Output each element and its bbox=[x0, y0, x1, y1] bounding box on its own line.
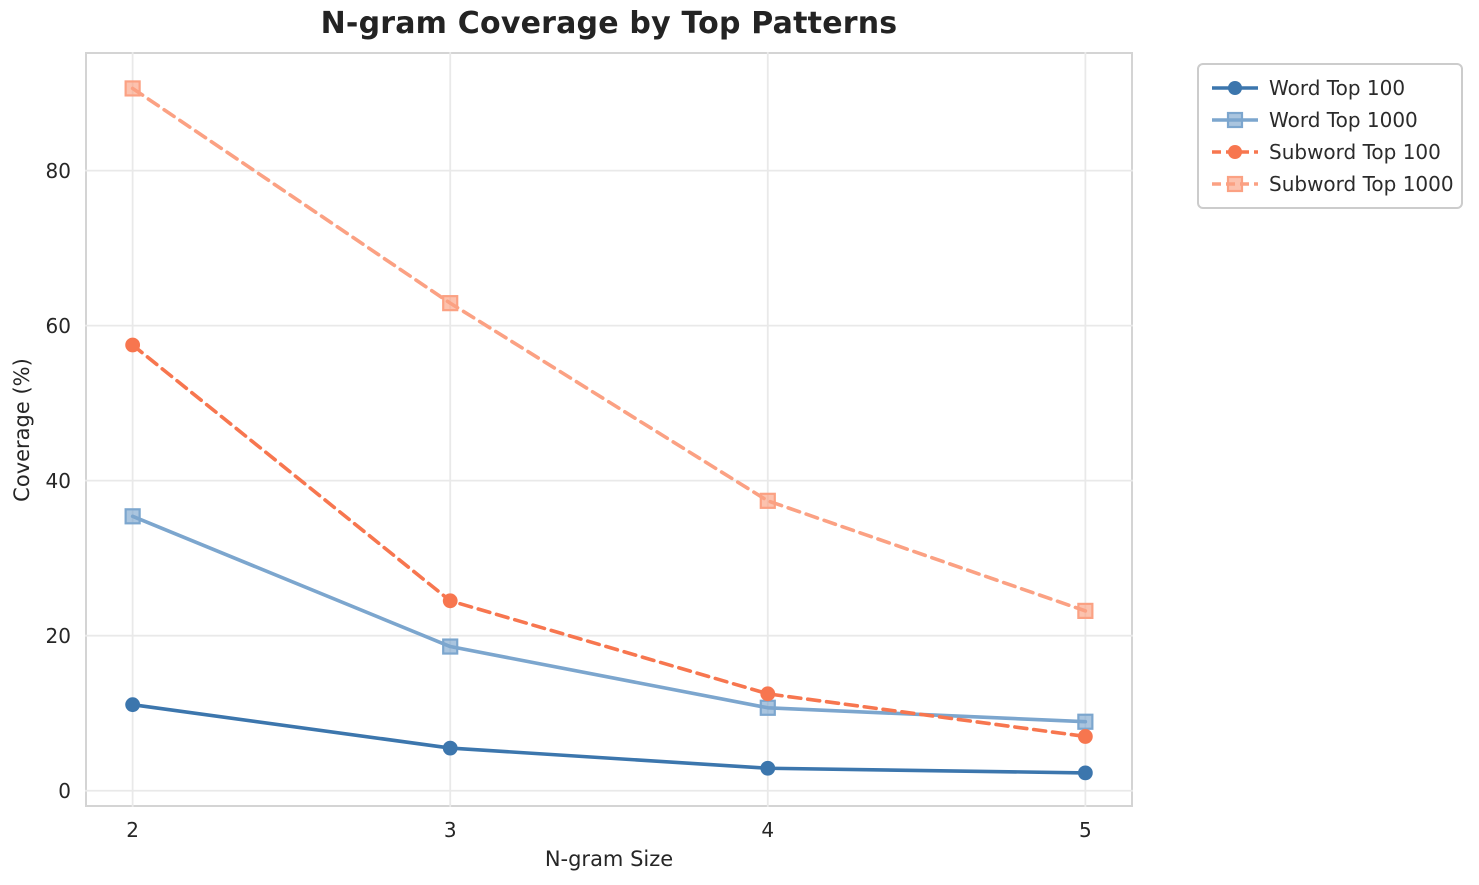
legend-sample-subword-top-100 bbox=[1212, 145, 1258, 159]
series-line-subword-top-100 bbox=[130, 343, 1088, 739]
x-tick-label: 4 bbox=[761, 818, 775, 842]
y-tick-label: 40 bbox=[45, 468, 71, 493]
chart-canvas bbox=[85, 52, 1133, 807]
legend-item-word-top-100: Word Top 100 bbox=[1211, 76, 1447, 100]
series-line-subword-top-1000 bbox=[130, 86, 1088, 613]
legend-label-word-top-1000: Word Top 1000 bbox=[1269, 108, 1418, 132]
plot-area bbox=[85, 52, 1133, 807]
circle-marker-icon bbox=[1228, 81, 1242, 95]
legend-sample-word-top-1000 bbox=[1212, 111, 1258, 129]
chart-title: N-gram Coverage by Top Patterns bbox=[320, 6, 898, 41]
marker-word-top-100 bbox=[442, 740, 458, 756]
marker-word-top-1000 bbox=[759, 699, 776, 716]
marker-subword-top-1000 bbox=[759, 492, 776, 509]
series-line-word-top-100 bbox=[130, 702, 1088, 775]
square-marker-icon bbox=[1226, 175, 1244, 193]
y-tick-label: 0 bbox=[58, 778, 71, 803]
marker-subword-top-100 bbox=[760, 686, 776, 702]
legend: Word Top 100 Word Top 1000 Subword Top 100… bbox=[1197, 63, 1463, 209]
y-tick-label: 80 bbox=[45, 158, 71, 183]
marker-word-top-100 bbox=[125, 697, 141, 713]
square-marker-icon bbox=[1226, 111, 1244, 129]
x-tick-label: 5 bbox=[1078, 818, 1092, 842]
series-line-word-top-1000 bbox=[130, 514, 1088, 724]
marker-subword-top-100 bbox=[1077, 729, 1093, 744]
x-tick-label: 2 bbox=[126, 818, 139, 842]
y-tick-label: 20 bbox=[45, 623, 71, 648]
legend-label-word-top-100: Word Top 100 bbox=[1269, 76, 1406, 100]
legend-sample-word-top-100 bbox=[1212, 81, 1258, 95]
circle-marker-icon bbox=[1228, 145, 1242, 159]
legend-label-subword-top-1000: Subword Top 1000 bbox=[1269, 172, 1454, 196]
legend-item-word-top-1000: Word Top 1000 bbox=[1211, 108, 1447, 132]
marker-word-top-100 bbox=[1077, 765, 1093, 781]
marker-word-top-1000 bbox=[442, 638, 459, 655]
legend-item-subword-top-1000: Subword Top 1000 bbox=[1211, 172, 1454, 196]
y-tick-label: 60 bbox=[45, 313, 71, 338]
marker-subword-top-100 bbox=[442, 593, 458, 609]
marker-subword-top-1000 bbox=[442, 295, 459, 312]
marker-word-top-1000 bbox=[1077, 713, 1094, 730]
legend-label-subword-top-100: Subword Top 100 bbox=[1269, 140, 1441, 164]
marker-subword-top-1000 bbox=[124, 80, 141, 97]
x-axis-label: N-gram Size bbox=[544, 847, 674, 871]
marker-subword-top-1000 bbox=[1077, 602, 1094, 619]
y-axis-label-text: Coverage (%) bbox=[10, 358, 34, 502]
marker-word-top-1000 bbox=[124, 508, 141, 525]
x-tick-label: 3 bbox=[443, 818, 457, 842]
marker-word-top-100 bbox=[760, 760, 776, 776]
legend-item-subword-top-100: Subword Top 100 bbox=[1211, 140, 1447, 164]
marker-subword-top-100 bbox=[125, 337, 141, 353]
legend-sample-subword-top-1000 bbox=[1212, 175, 1258, 193]
